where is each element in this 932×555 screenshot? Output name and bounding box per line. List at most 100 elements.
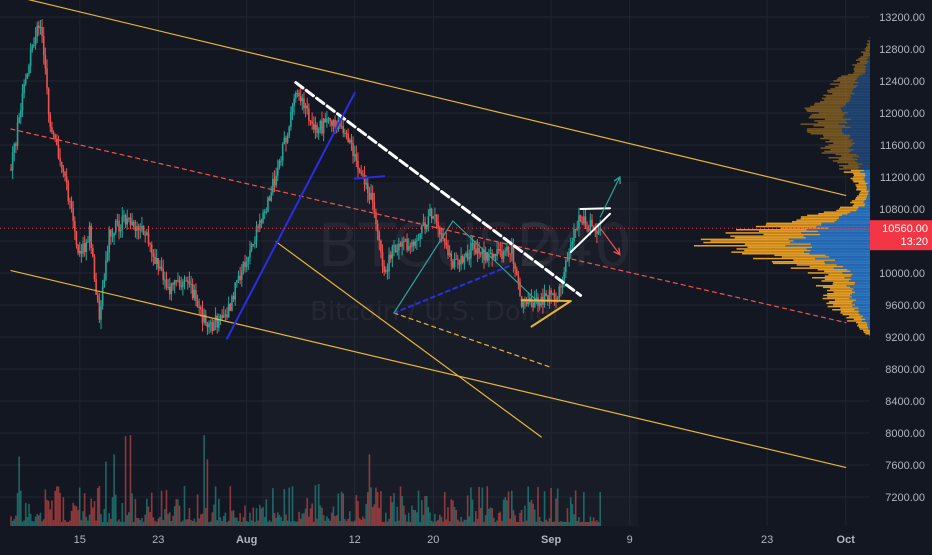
candle-body (476, 247, 479, 254)
candle-body (406, 238, 408, 251)
candle-body (497, 249, 500, 251)
volume-bar (224, 512, 227, 526)
profile-bar-orange (725, 232, 802, 234)
volume-bar (486, 486, 489, 526)
volume-bar (54, 490, 56, 526)
price-axis[interactable]: 13200.00 12800.00 12400.00 12000.00 11600.00… (870, 0, 932, 550)
profile-bar-orange (859, 192, 869, 194)
candle-body (124, 215, 127, 225)
profile-bar-blue (849, 280, 877, 282)
volume-bar (21, 521, 24, 526)
candle-body (584, 216, 587, 228)
candle-body (363, 174, 366, 185)
profile-bar-orange (841, 75, 860, 77)
profile-bar-orange (853, 72, 866, 74)
profile-bar-orange (847, 73, 863, 76)
volume-bar (530, 499, 533, 526)
profile-bar-orange (824, 270, 851, 273)
volume-bar (384, 512, 387, 526)
candle-body (213, 321, 215, 332)
candle-body (466, 253, 469, 260)
profile-bar-blue (857, 208, 877, 210)
volume-bar (11, 520, 14, 526)
candle-body (111, 236, 114, 238)
volume-bar (159, 516, 161, 526)
volume-bar (584, 521, 587, 526)
volume-bar (44, 489, 47, 526)
volume-bar (412, 509, 415, 526)
volume-bar (167, 513, 169, 526)
volume-bar (254, 521, 256, 526)
profile-bar-orange (830, 83, 854, 85)
volume-bar (350, 521, 353, 526)
profile-bar-orange (814, 102, 846, 105)
candle-body (178, 280, 181, 286)
trendline (579, 207, 612, 210)
profile-bar-blue (859, 75, 877, 77)
profile-bar-blue (847, 112, 877, 114)
candle-body (275, 175, 277, 186)
volume-bar (401, 496, 403, 526)
last-price-badge: 10560.00 13:20 (870, 220, 932, 251)
candle-body (222, 315, 225, 318)
candle-body (561, 281, 564, 288)
time-tick-label: Oct (837, 534, 856, 546)
profile-bar-orange (833, 281, 856, 284)
profile-bar-blue (824, 261, 877, 263)
candle-body (309, 120, 312, 122)
trendline (452, 220, 542, 306)
volume-bar (214, 486, 217, 526)
candle-body (93, 256, 96, 279)
trendline (393, 312, 552, 368)
candle-body (209, 322, 212, 324)
volume-bar (126, 515, 129, 526)
candle-body (381, 251, 384, 266)
last-price-value: 10560.00 (882, 223, 928, 235)
profile-bar-blue (848, 101, 877, 103)
candle-body (281, 144, 284, 161)
profile-bar-orange (852, 205, 865, 207)
candle-body (481, 249, 484, 254)
volume-bar (550, 488, 552, 526)
volume-bar (185, 519, 187, 526)
volume-bar (348, 511, 351, 526)
profile-bar-orange (846, 317, 862, 319)
candle-body (332, 119, 335, 126)
candle-body (257, 226, 259, 228)
candle-body (95, 278, 97, 295)
candle-body (208, 323, 210, 328)
volume-bar (326, 516, 328, 526)
volume-bar (358, 518, 361, 526)
volume-bar (542, 521, 544, 526)
volume-bar (545, 519, 547, 526)
candle-body (39, 27, 42, 29)
candle-body (340, 126, 343, 128)
volume-bar (249, 512, 251, 526)
profile-bar-orange (825, 96, 852, 98)
profile-bar-orange (813, 104, 846, 106)
candle-body (547, 295, 549, 301)
profile-bar-orange (823, 134, 851, 137)
candle-body (555, 298, 557, 300)
candle-body (170, 283, 173, 295)
volume-bar (437, 519, 439, 526)
candle-body (224, 314, 227, 316)
profile-bar-orange (833, 291, 856, 293)
profile-bar-orange (810, 105, 844, 108)
volume-bar (312, 521, 315, 526)
candle-body (345, 132, 348, 134)
candle-body (429, 208, 431, 217)
volume-bar (164, 509, 166, 526)
time-axis[interactable]: 15 23 Aug 12 20 Sep 9 23 Oct (0, 526, 932, 550)
profile-bar-orange (855, 65, 867, 68)
volume-bar (36, 514, 38, 526)
volume-bar (563, 521, 565, 526)
candle-body (512, 244, 515, 264)
volume-bar (424, 496, 426, 526)
candle-body (560, 286, 562, 288)
volume-bar (13, 519, 16, 526)
profile-bar-orange (842, 313, 860, 316)
profile-bar-orange (758, 230, 818, 233)
